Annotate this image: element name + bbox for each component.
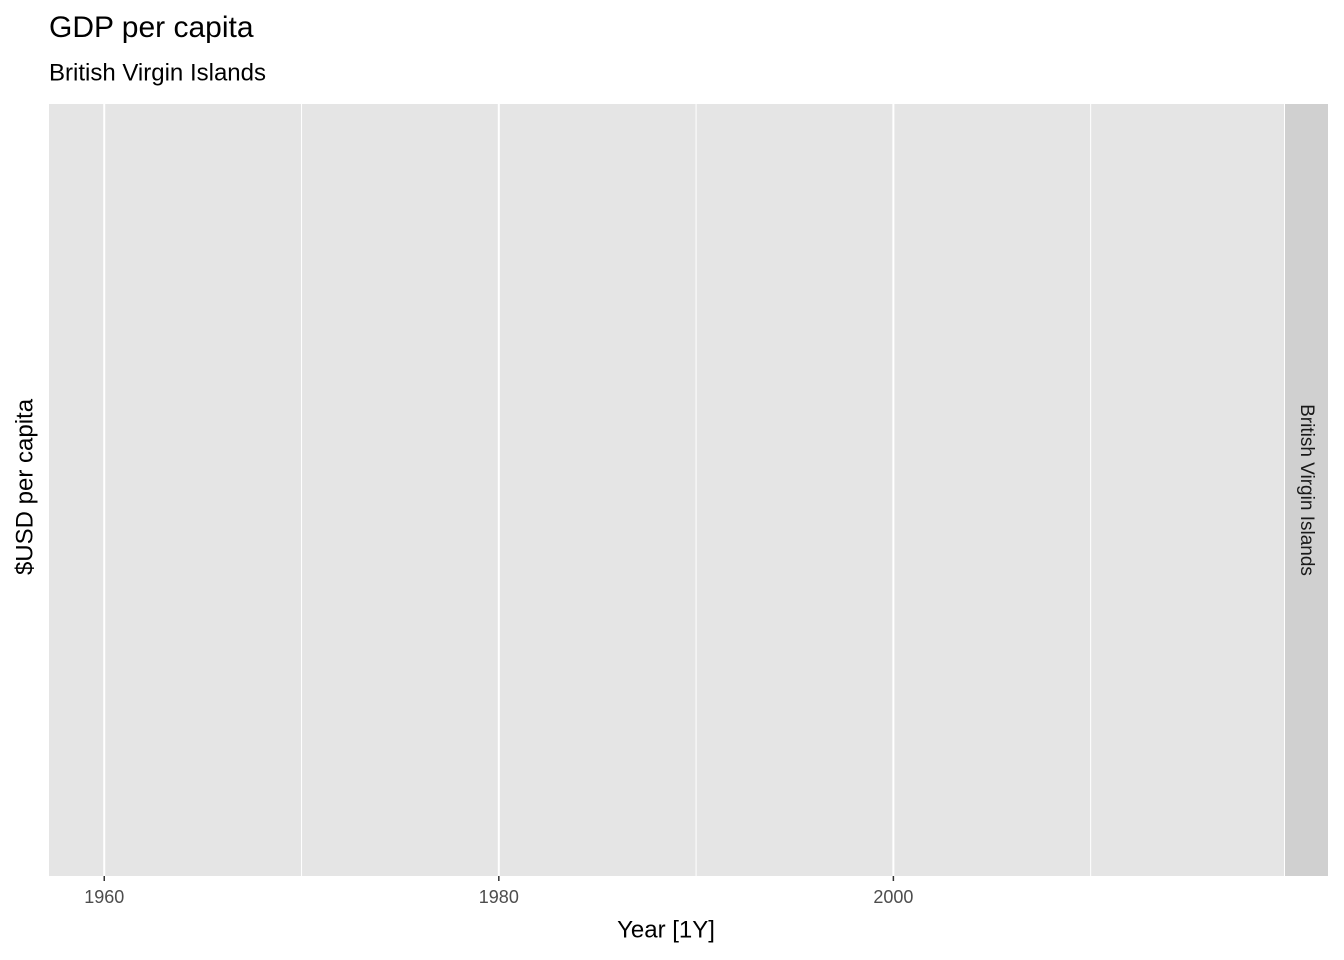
y-axis-label: $USD per capita bbox=[11, 398, 38, 575]
facet-label: British Virgin Islands bbox=[1296, 404, 1317, 576]
x-tick-label: 1960 bbox=[84, 887, 124, 907]
x-axis-label: Year [1Y] bbox=[617, 916, 715, 943]
facet-strip bbox=[1285, 104, 1328, 876]
x-tick-label: 2000 bbox=[873, 887, 913, 907]
chart-subtitle: British Virgin Islands bbox=[49, 59, 266, 86]
plot-panel bbox=[49, 104, 1284, 876]
x-tick-label: 1980 bbox=[479, 887, 519, 907]
chart-title: GDP per capita bbox=[49, 11, 254, 44]
